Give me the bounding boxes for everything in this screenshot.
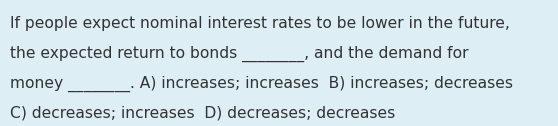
Text: If people expect nominal interest rates to be lower in the future,: If people expect nominal interest rates …: [10, 16, 510, 31]
Text: the expected return to bonds ________, and the demand for: the expected return to bonds ________, a…: [10, 46, 469, 62]
Text: C) decreases; increases  D) decreases; decreases: C) decreases; increases D) decreases; de…: [10, 105, 395, 120]
Text: money ________. A) increases; increases  B) increases; decreases: money ________. A) increases; increases …: [10, 76, 513, 92]
